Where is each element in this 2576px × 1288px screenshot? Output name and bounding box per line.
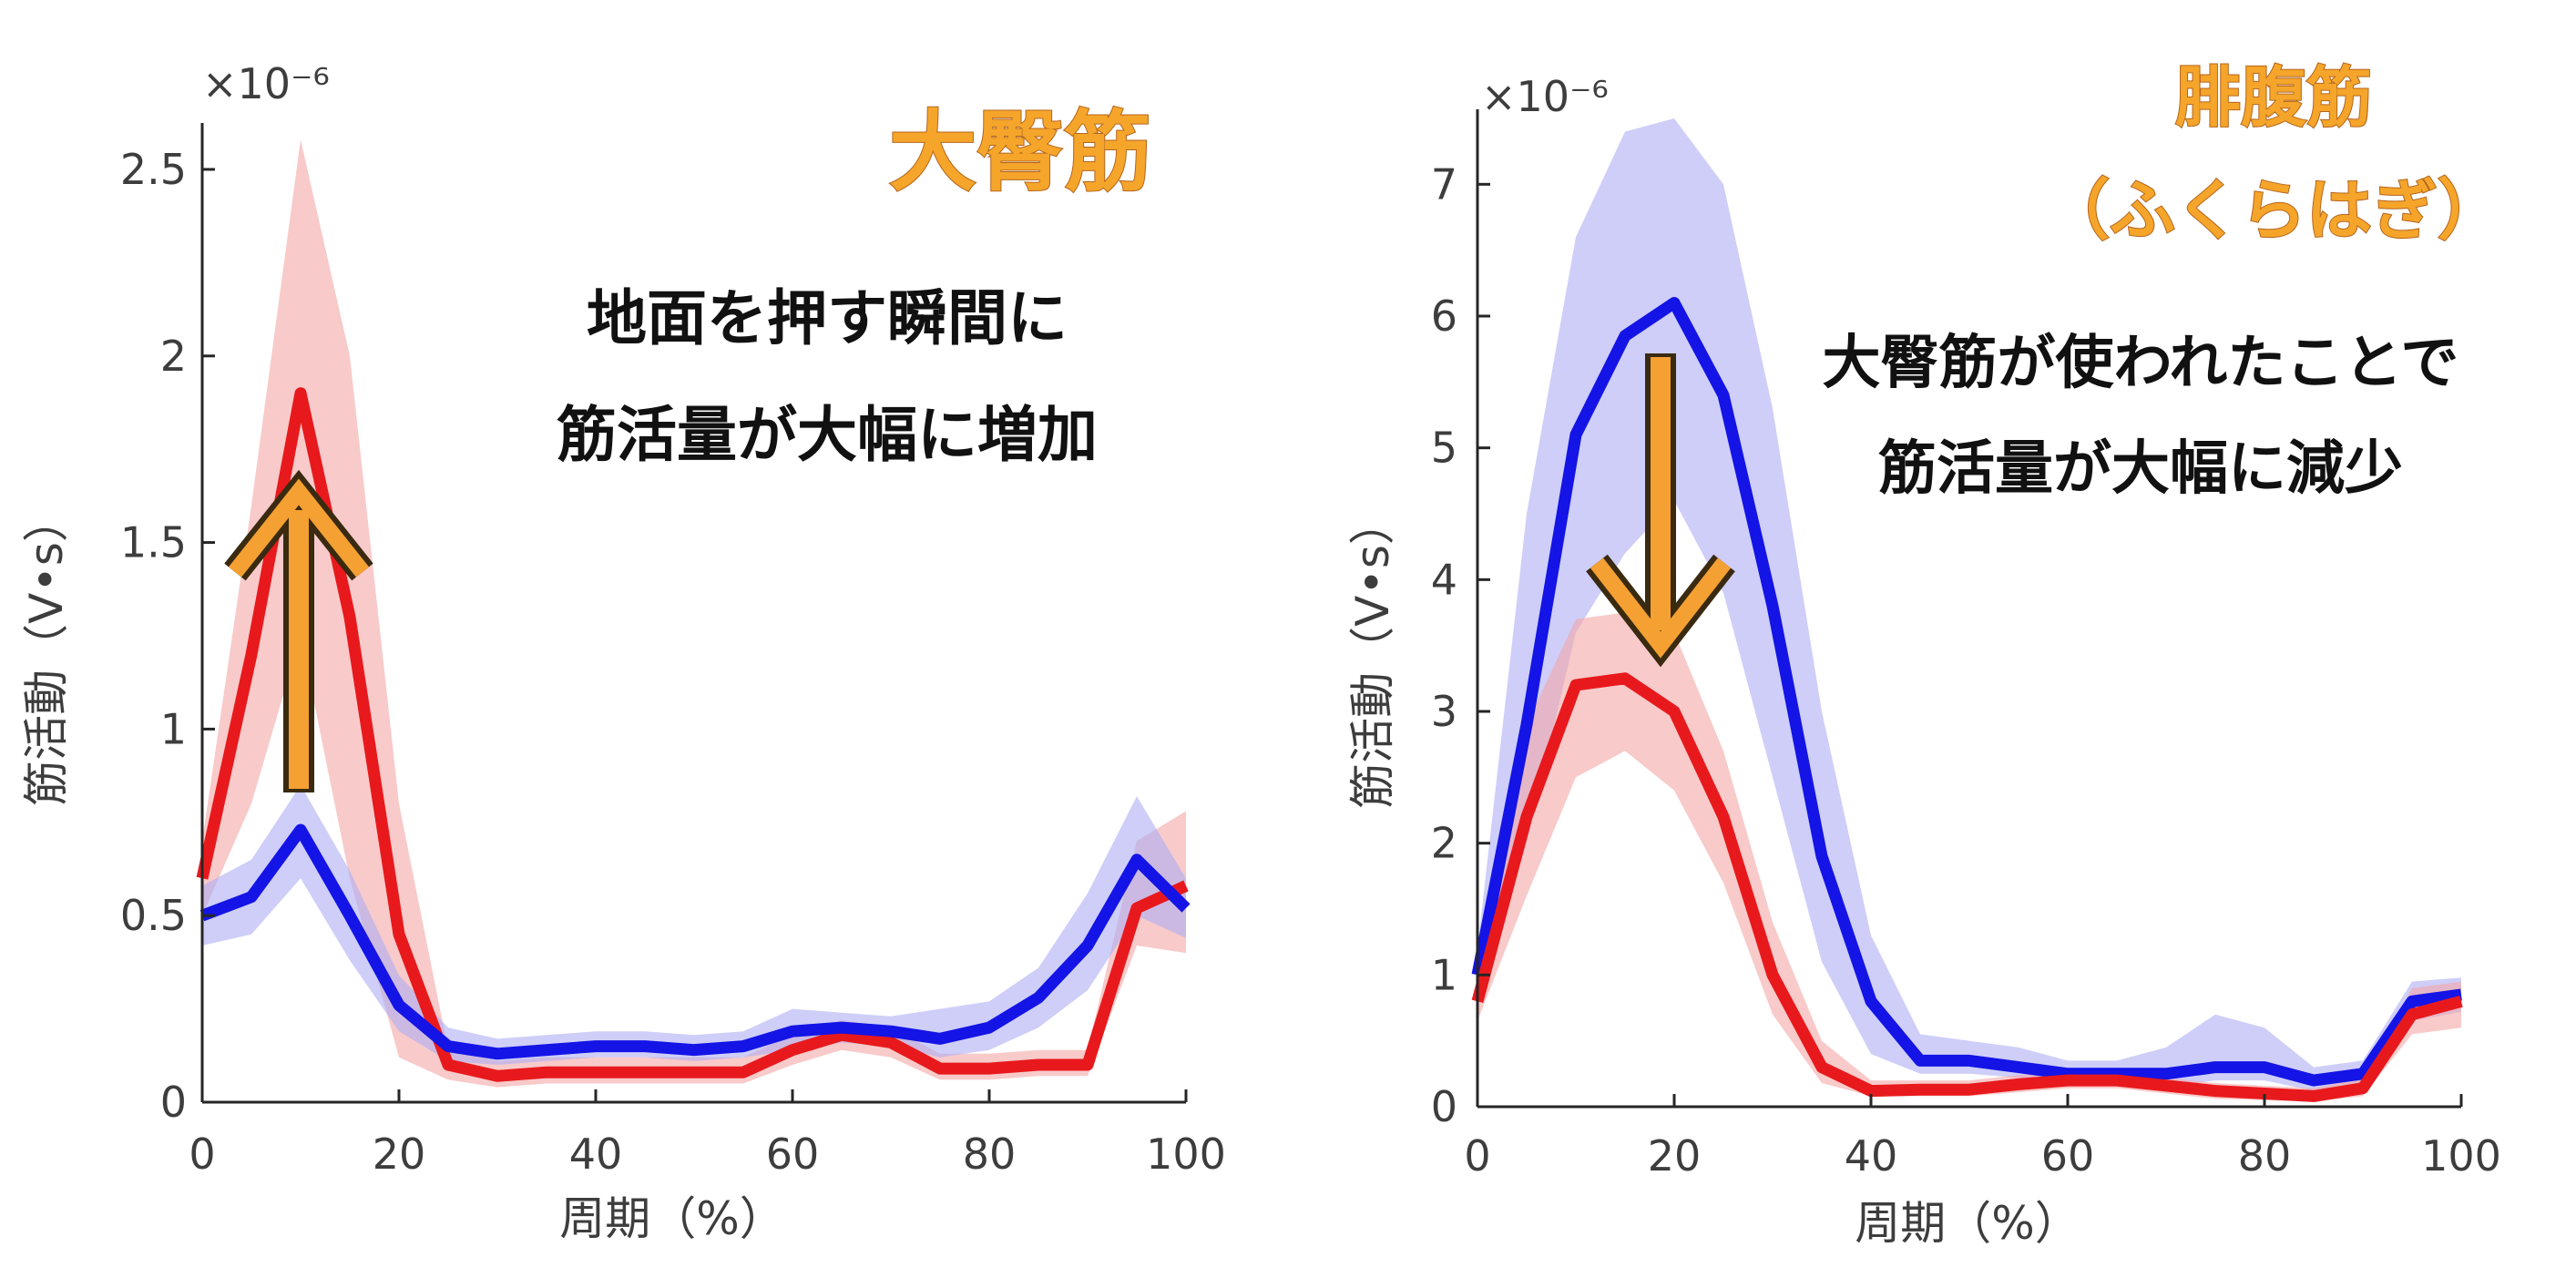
y-tick-label: 2.5 (120, 145, 187, 194)
arrow-down-icon (1586, 353, 1735, 668)
y-tick-label: 2 (1431, 819, 1457, 868)
y-tick-label: 6 (1431, 291, 1457, 341)
annotation-line-1: 大臀筋が使われたことで (1823, 330, 2459, 397)
y-tick-label: 4 (1431, 555, 1457, 604)
annotation-line-1: 地面を押す瞬間に (587, 283, 1068, 353)
series-line-red (196, 387, 1189, 1082)
chart-title: 大臀筋 (889, 101, 1151, 203)
confidence-bands (202, 139, 1186, 1088)
x-tick-label: 60 (766, 1130, 820, 1179)
y-tick-label: 3 (1431, 687, 1457, 736)
band-red (1477, 612, 2461, 1102)
x-tick-label: 80 (2238, 1131, 2292, 1181)
x-tick-label: 60 (2041, 1131, 2095, 1181)
y-tick-label: 1 (1431, 950, 1457, 999)
band-red (202, 139, 1186, 1088)
y-tick-label: 0 (1431, 1082, 1457, 1131)
x-tick-label: 40 (1845, 1131, 1898, 1181)
series-lines (1471, 297, 2463, 1102)
x-tick-label: 0 (1464, 1131, 1490, 1181)
series-line-blue (1471, 297, 2462, 1087)
chart-title-line-2: （ふくらはぎ） (2044, 172, 2503, 249)
y-tick-label: 2 (160, 332, 187, 381)
series-line-red (1471, 672, 2463, 1102)
y-tick-label: 0 (160, 1078, 187, 1127)
x-tick-label: 100 (1146, 1130, 1226, 1179)
y-tick-label: 0.5 (120, 891, 187, 940)
series-lines (196, 387, 1191, 1082)
x-tick-label: 40 (569, 1130, 623, 1179)
x-tick-label: 0 (189, 1130, 215, 1179)
y-tick-label: 7 (1431, 159, 1457, 209)
chart-title-line-1: 腓腹筋 (2175, 59, 2372, 136)
y-exponent-label: ×10⁻⁶ (1481, 72, 1609, 121)
x-axis-label: 周期（%） (559, 1192, 785, 1245)
annotation-line-2: 筋活量が大幅に減少 (1878, 435, 2403, 503)
x-axis-label: 周期（%） (1855, 1197, 2080, 1250)
confidence-bands (1477, 118, 2461, 1102)
series-line-blue (199, 823, 1191, 1060)
chart-gastrocnemius: 0 20 40 60 80 100 0 1 2 3 4 5 6 7 ×10⁻⁶ 筋活動（V•s） 周期（%… (1346, 58, 2504, 1250)
y-exponent-label: ×10⁻⁶ (202, 59, 330, 108)
band-blue (202, 784, 1186, 1065)
axes: 0 20 40 60 80 100 0 1 2 3 4 5 6 7 (1431, 109, 2501, 1181)
axes: 0 20 40 60 80 100 0 0.5 1 1.5 2 2.5 (120, 123, 1226, 1179)
x-tick-label: 80 (963, 1130, 1017, 1179)
arrow-up-icon (224, 469, 373, 792)
y-axis-label: 筋活動（V•s） (1346, 499, 1399, 809)
y-tick-label: 1 (160, 704, 187, 753)
x-tick-label: 20 (1648, 1131, 1702, 1181)
y-axis-label: 筋活動（V•s） (20, 496, 73, 806)
annotation-line-2: 筋活量が大幅に増加 (557, 400, 1098, 470)
y-tick-label: 1.5 (120, 518, 187, 567)
y-tick-label: 5 (1431, 424, 1457, 473)
x-tick-label: 100 (2421, 1131, 2501, 1181)
x-tick-label: 20 (373, 1130, 426, 1179)
band-blue (1477, 118, 2461, 1091)
